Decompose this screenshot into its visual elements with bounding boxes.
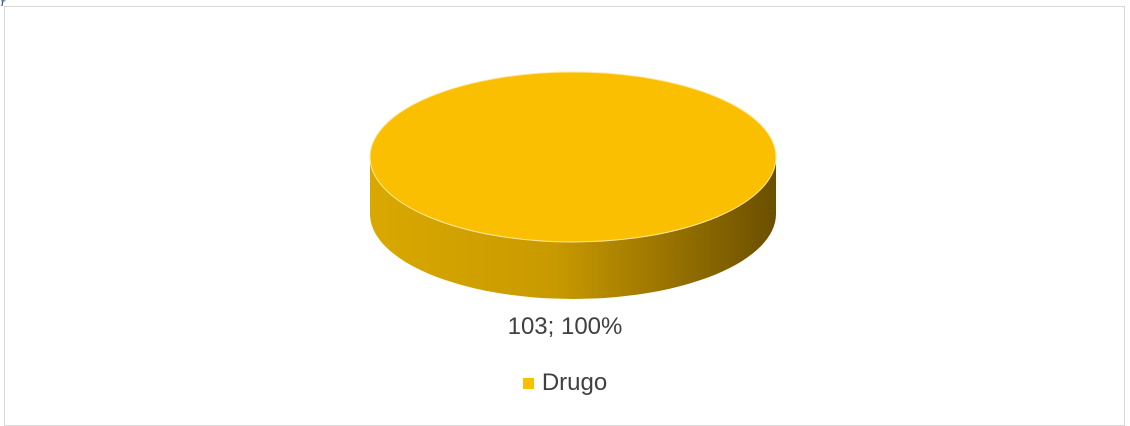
legend-label-drugo: Drugo [541, 369, 608, 396]
pie-group [369, 71, 777, 299]
pie-slice-side-drugo [370, 157, 776, 299]
pie-slice-drugo [369, 71, 777, 243]
legend-swatch-drugo [522, 377, 534, 389]
data-label-drugo: 103; 100% [507, 313, 623, 340]
legend: Drugo [0, 369, 1130, 397]
corner-mark: ƒ [0, 0, 30, 6]
